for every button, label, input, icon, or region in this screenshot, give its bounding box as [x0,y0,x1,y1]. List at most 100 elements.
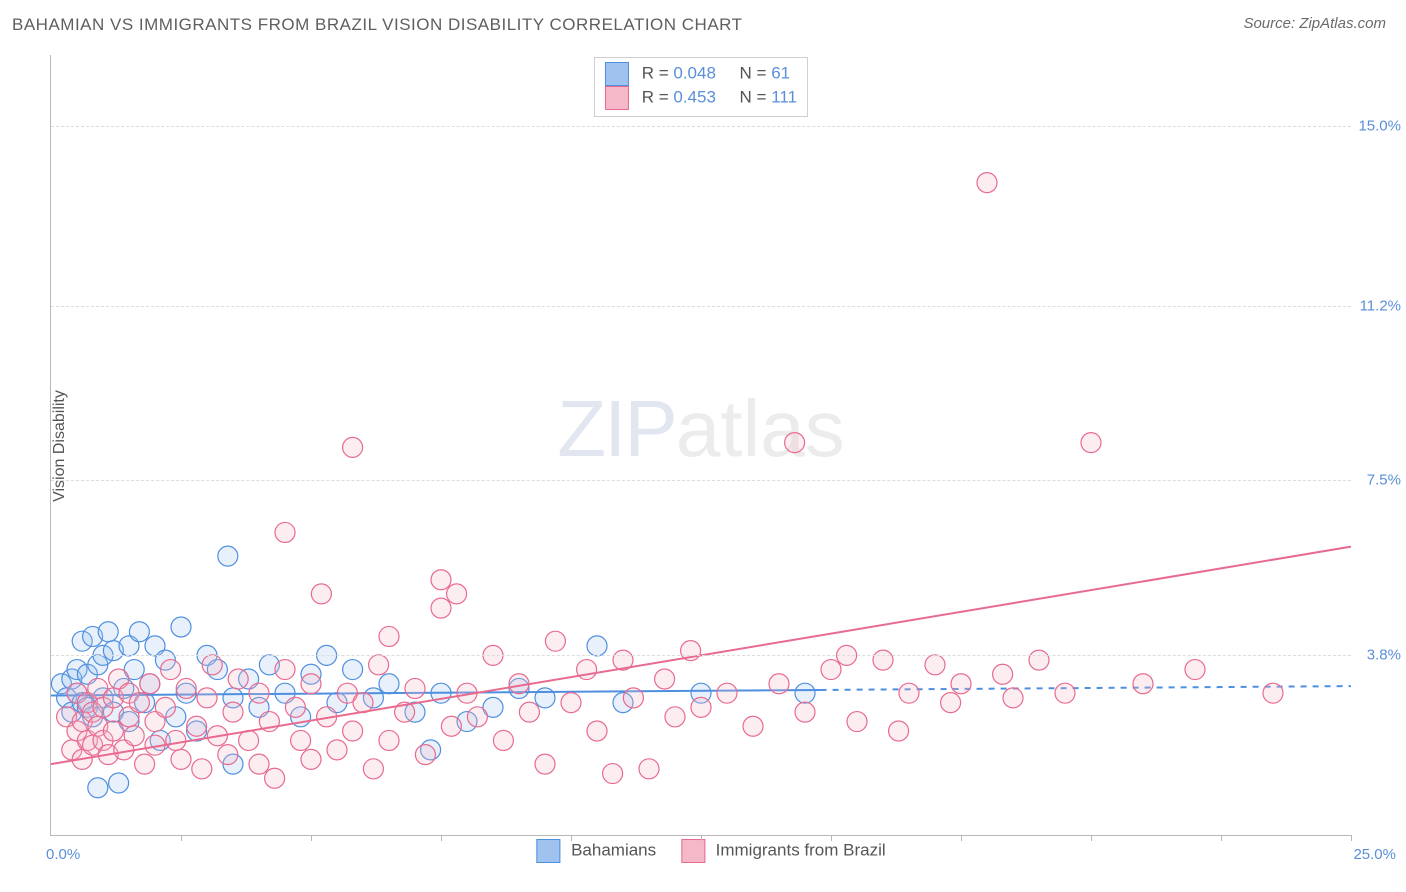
scatter-point [769,674,789,694]
x-tick [1351,835,1352,841]
scatter-point [639,759,659,779]
scatter-point [467,707,487,727]
series-legend: Bahamians Immigrants from Brazil [516,839,885,863]
scatter-point [291,730,311,750]
scatter-point [176,678,196,698]
bottom-label-1: Immigrants from Brazil [716,840,886,859]
scatter-point [353,693,373,713]
scatter-point [415,745,435,765]
scatter-point [795,683,815,703]
scatter-point [124,726,144,746]
r-label-1: R = [642,87,674,106]
scatter-point [228,669,248,689]
x-axis-min-label: 0.0% [46,846,80,863]
scatter-point [197,688,217,708]
scatter-point [431,570,451,590]
scatter-point [202,655,222,675]
scatter-point [441,716,461,736]
scatter-point [275,522,295,542]
scatter-point [665,707,685,727]
bottom-swatch-1 [681,839,705,863]
scatter-point [301,749,321,769]
scatter-point [925,655,945,675]
scatter-point [129,693,149,713]
scatter-point [899,683,919,703]
grid-line [51,126,1351,127]
chart-plot-area: ZIPatlas R = 0.048 N = 61 R = 0.453 N = … [50,55,1351,836]
scatter-point [379,730,399,750]
x-tick [701,835,702,841]
scatter-point [363,759,383,779]
x-tick [1091,835,1092,841]
bottom-swatch-0 [536,839,560,863]
x-tick [311,835,312,841]
scatter-point [1029,650,1049,670]
scatter-point [218,546,238,566]
x-tick [181,835,182,841]
scatter-point [249,683,269,703]
scatter-point [1185,660,1205,680]
x-axis-max-label: 25.0% [1353,846,1396,863]
scatter-point [561,693,581,713]
scatter-point [889,721,909,741]
y-tick-label: 11.2% [1360,297,1401,314]
scatter-point [275,660,295,680]
scatter-point [265,768,285,788]
scatter-point [223,702,243,722]
scatter-point [239,730,259,750]
scatter-point [691,697,711,717]
scatter-point [941,693,961,713]
scatter-point [135,754,155,774]
scatter-point [743,716,763,736]
scatter-point [129,622,149,642]
scatter-point [343,437,363,457]
grid-line [51,480,1351,481]
scatter-point [717,683,737,703]
scatter-point [977,173,997,193]
scatter-point [327,740,347,760]
scatter-point [249,754,269,774]
scatter-point [493,730,513,750]
scatter-svg [51,55,1351,835]
scatter-point [623,688,643,708]
scatter-point [587,636,607,656]
scatter-point [1003,688,1023,708]
n-value-1: 111 [771,87,797,106]
source-credit: Source: ZipAtlas.com [1243,15,1386,32]
scatter-point [847,712,867,732]
scatter-point [1081,433,1101,453]
y-tick-label: 3.8% [1367,647,1401,664]
scatter-point [1055,683,1075,703]
scatter-point [140,674,160,694]
scatter-point [519,702,539,722]
scatter-point [343,721,363,741]
x-tick [441,835,442,841]
scatter-point [785,433,805,453]
legend-swatch-0 [605,62,629,86]
scatter-point [88,778,108,798]
scatter-point [166,730,186,750]
scatter-point [873,650,893,670]
scatter-point [405,678,425,698]
source-text: Source: ZipAtlas.com [1243,15,1386,32]
scatter-point [171,749,191,769]
scatter-point [545,631,565,651]
r-value-1: 0.453 [673,87,716,106]
scatter-point [1133,674,1153,694]
scatter-point [187,716,207,736]
scatter-point [447,584,467,604]
scatter-point [603,764,623,784]
legend-row-1: R = 0.453 N = 111 [605,86,797,110]
scatter-point [795,702,815,722]
scatter-point [98,622,118,642]
scatter-point [1263,683,1283,703]
scatter-point [343,660,363,680]
scatter-point [379,626,399,646]
scatter-point [535,754,555,774]
scatter-point [155,697,175,717]
correlation-legend: R = 0.048 N = 61 R = 0.453 N = 111 [594,57,808,117]
scatter-point [655,669,675,689]
scatter-point [821,660,841,680]
scatter-point [109,773,129,793]
legend-row-0: R = 0.048 N = 61 [605,62,797,86]
